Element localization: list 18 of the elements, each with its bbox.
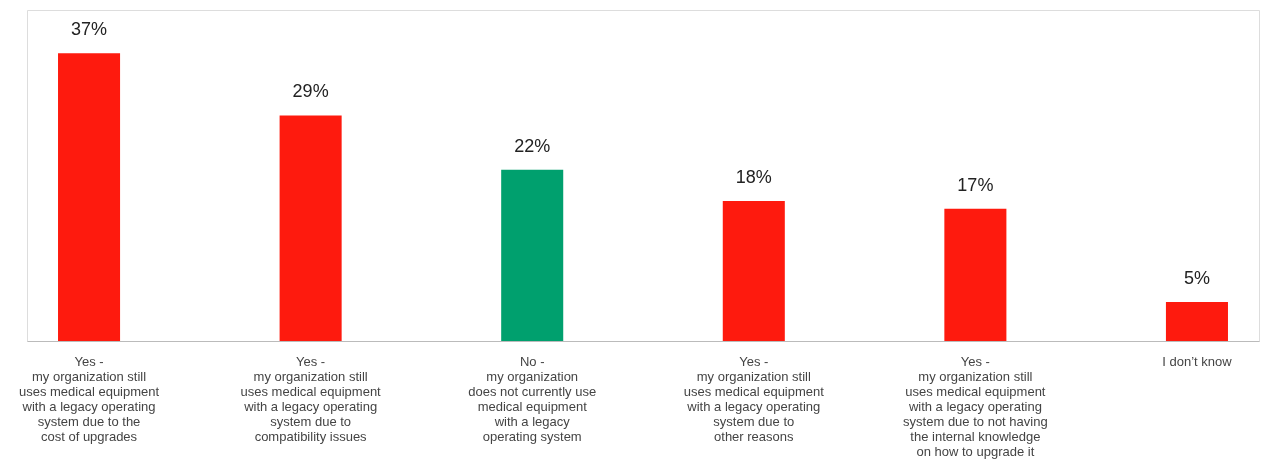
bar	[279, 115, 342, 341]
bar	[58, 53, 121, 341]
bar	[501, 169, 564, 341]
bar	[722, 200, 785, 341]
x-tick-label: No - my organization does not currently use medical equipment with a legacy operating system	[468, 353, 597, 444]
x-tick-label: Yes - my organization still uses medical equipment with a legacy operating system due to the cost of upgrades	[18, 353, 160, 444]
bar	[1165, 302, 1228, 341]
x-tick-label: I don’t know	[1162, 353, 1233, 369]
x-tick-label: Yes - my organization still uses medical equipment with a legacy operating system due to compatibility issues	[240, 353, 382, 444]
x-tick-label: Yes - my organization still uses medical equipment with a legacy operating system due to other reasons	[683, 353, 825, 444]
data-label: 37%	[71, 19, 108, 40]
data-label: 17%	[957, 174, 994, 195]
bar	[944, 208, 1007, 341]
data-label: 5%	[1183, 268, 1210, 289]
data-label: 29%	[292, 81, 329, 102]
data-label: 22%	[514, 135, 551, 156]
x-tick-label: Yes - my organization still uses medical equipment with a legacy operating system due to not having the internal knowledge on how to upgrade it	[903, 353, 1048, 459]
data-label: 18%	[735, 166, 772, 187]
